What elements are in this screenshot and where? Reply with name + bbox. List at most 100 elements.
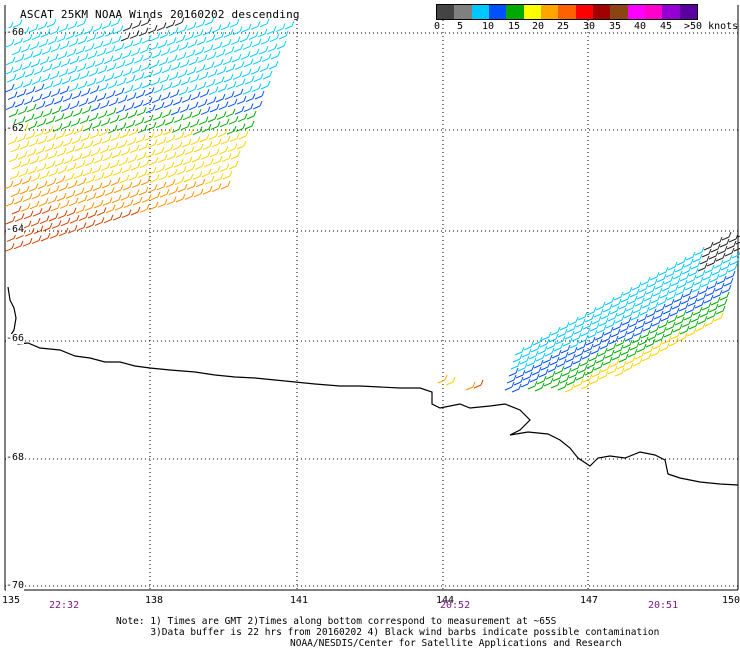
wind-barb [182,156,193,166]
wind-barb [688,320,699,330]
wind-barb [152,112,163,121]
wind-barb [26,148,37,158]
wind-barb [631,281,642,291]
wind-barb [513,376,524,386]
wind-barb [124,102,135,112]
wind-barb [183,129,194,138]
wind-barb [42,222,53,232]
wind-barb [697,315,708,325]
wind-barb [684,281,695,291]
wind-barb [584,366,595,376]
legend-swatch [592,5,611,19]
legend-swatch [523,5,541,19]
wind-barb [181,94,192,103]
wind-barb [121,164,132,174]
wind-barb [175,34,186,44]
wind-barb [128,172,139,181]
wind-barb [672,323,683,333]
wind-barb [703,241,714,251]
wind-barb [235,78,246,88]
wind-barb [78,212,89,222]
wind-barb [511,383,522,393]
wind-barb [104,72,115,82]
wind-barb [667,261,678,271]
wind-barb [177,69,188,79]
wind-barb [12,64,23,73]
wind-barb [104,28,115,37]
wind-barb [97,110,108,119]
wind-barb [504,381,515,391]
wind-barb [40,73,51,83]
wind-barb [83,25,94,35]
wind-barb [700,278,711,288]
wind-barb [166,151,177,161]
wind-barb [249,48,260,58]
wind-barb [122,182,133,191]
wind-barb [251,38,262,48]
wind-barb [50,88,61,98]
wind-barb [109,159,120,169]
wind-barb [3,66,14,76]
latitude-label: -62 [6,123,25,134]
wind-barb [718,268,729,278]
wind-barb [663,275,674,285]
wind-barb [222,56,233,66]
wind-barb [80,132,91,142]
wind-barb [721,284,732,294]
wind-barb [73,170,84,179]
latitude-label: -66 [6,333,25,344]
wind-barb [74,28,85,38]
wind-barb [680,295,691,305]
wind-barb [604,349,615,359]
wind-barb [63,110,74,120]
wind-barb [707,280,718,290]
wind-barb [712,236,723,246]
wind-barb [84,202,95,212]
wind-barb [196,81,207,91]
wind-barb [84,43,95,52]
wind-barb [73,125,84,135]
wind-barb [220,180,231,190]
wind-barb [67,225,78,234]
wind-barb [175,193,186,203]
wind-speed-legend-labels: 0 5 10 15 20 25 30 35 40 45 >50 knots [434,21,738,33]
wind-barb [649,324,660,334]
wind-barb [713,312,724,322]
wind-barb [78,98,89,107]
wind-barb [50,43,61,53]
wind-barb [112,52,123,62]
legend-swatch [558,5,576,19]
wind-barb [34,128,45,138]
wind-barb [224,91,235,100]
wind-barbs [3,16,740,393]
wind-barb [227,143,238,153]
wind-barb [528,350,539,360]
latitude-label: -60 [6,27,25,38]
wind-barb [46,178,57,187]
wind-barb [719,291,730,301]
wind-barb [666,291,677,301]
wind-barb [202,26,213,36]
wind-barb [148,42,159,52]
wind-barb [566,323,577,333]
wind-barb [634,350,645,360]
wind-barb [728,233,739,243]
wind-barb [563,360,574,370]
wind-barb [204,61,215,71]
wind-barb [668,284,679,294]
wind-barb [259,18,270,28]
wind-barb [86,78,97,87]
wind-barb [716,275,727,285]
wind-barb [100,162,111,172]
wind-barb [44,143,55,152]
wind-barb [643,292,654,302]
wind-barb [45,115,56,125]
wind-barb [22,34,33,43]
wind-barb [10,188,21,198]
wind-barb [133,55,144,64]
wind-barb [132,37,143,47]
wind-barb [550,379,561,389]
wind-barb [101,20,112,30]
wind-barb [627,348,638,358]
wind-barb [587,329,598,339]
